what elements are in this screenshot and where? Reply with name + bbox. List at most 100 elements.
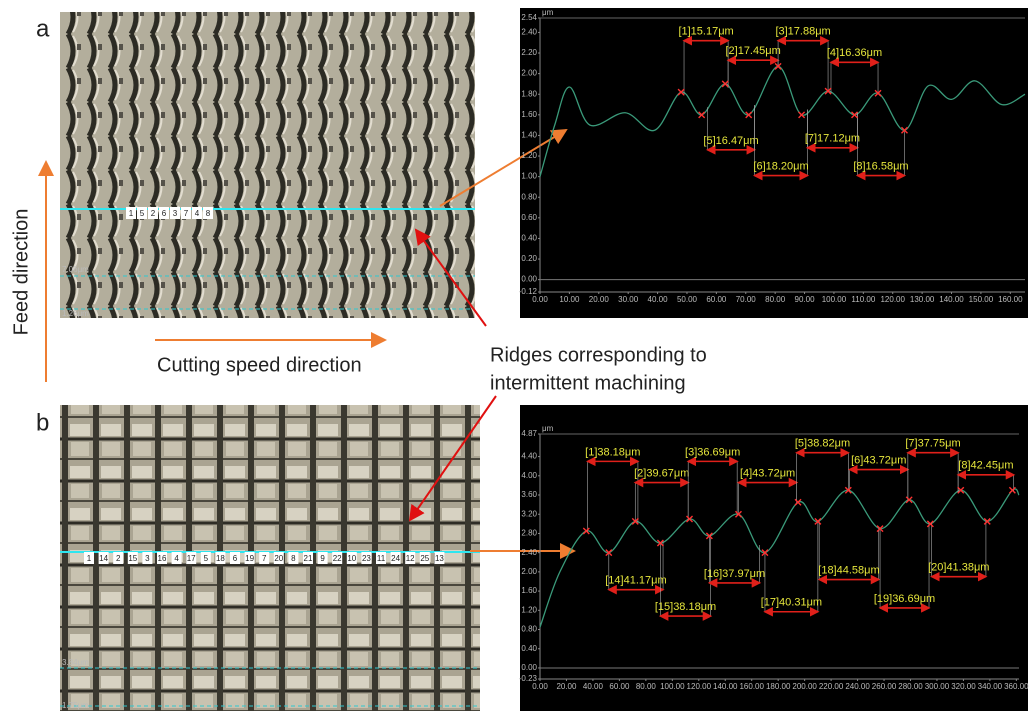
y-tick-label: 1.20: [521, 151, 537, 160]
scale-label: 7.06μm: [62, 265, 89, 274]
y-tick-label: 0.40: [521, 644, 537, 653]
span-label: [4]16.36μm: [827, 47, 882, 59]
x-tick-label: 10.00: [559, 295, 580, 304]
point-label: 10: [347, 554, 356, 563]
point-label: 13: [435, 554, 444, 563]
y-tick-label: 1.80: [521, 89, 537, 98]
y-tick-label: 1.00: [521, 172, 537, 181]
point-label: 2: [116, 554, 121, 563]
point-label: 23: [362, 554, 371, 563]
point-label: 20: [274, 554, 283, 563]
point-label: 8: [206, 209, 211, 218]
point-label: 9: [320, 554, 325, 563]
ridges-note: Ridges corresponding to: [490, 344, 707, 366]
point-label: 6: [233, 554, 238, 563]
y-tick-label: 1.20: [521, 605, 537, 614]
point-label: 14: [99, 554, 108, 563]
x-tick-label: 100.00: [822, 295, 847, 304]
figure: a b Feed direction Cutting speed directi…: [0, 0, 1032, 711]
x-tick-label: 200.00: [792, 682, 817, 691]
x-tick-label: 320.00: [951, 682, 976, 691]
scale-label: 1.26μm: [62, 309, 89, 318]
x-tick-label: 0.00: [532, 295, 548, 304]
y-tick-label: 0.80: [521, 625, 537, 634]
x-tick-label: 140.00: [713, 682, 738, 691]
x-tick-label: 50.00: [677, 295, 698, 304]
span-label: [8]16.58μm: [853, 161, 908, 173]
y-tick-label: 2.54: [521, 13, 537, 22]
y-tick-label: 0.20: [521, 254, 537, 263]
x-tick-label: 100.00: [660, 682, 685, 691]
y-tick-label: 0.40: [521, 234, 537, 243]
x-tick-label: 60.00: [609, 682, 630, 691]
point-label: 5: [140, 209, 145, 218]
y-tick-label: 2.40: [521, 548, 537, 557]
x-tick-label: 80.00: [765, 295, 786, 304]
x-tick-label: 120.00: [687, 682, 712, 691]
span-label: [15]38.18μm: [655, 601, 716, 613]
point-label: 8: [291, 554, 296, 563]
point-label: 16: [158, 554, 167, 563]
y-tick-label: 4.87: [521, 429, 537, 438]
span-label: [2]39.67μm: [634, 467, 689, 479]
y-tick-label: 4.40: [521, 452, 537, 461]
point-label: 5: [204, 554, 209, 563]
x-tick-label: 0.00: [532, 682, 548, 691]
span-label: [16]37.97μm: [704, 568, 765, 580]
x-tick-label: 150.00: [969, 295, 994, 304]
y-tick-label: 1.60: [521, 110, 537, 119]
span-label: [7]37.75μm: [905, 438, 960, 450]
span-label: [18]44.58μm: [818, 564, 879, 576]
x-tick-label: 80.00: [636, 682, 657, 691]
scale-label: 1.75μm: [62, 701, 89, 710]
panel-label: a: [36, 15, 50, 42]
feed-direction: Feed direction: [10, 209, 32, 336]
span-label: [6]43.72μm: [851, 454, 906, 466]
x-tick-label: 140.00: [939, 295, 964, 304]
y-tick-label: 2.00: [521, 567, 537, 576]
x-tick-label: 160.00: [998, 295, 1023, 304]
x-tick-label: 70.00: [736, 295, 757, 304]
span-label: [3]17.88μm: [775, 26, 830, 38]
span-label: [2]17.45μm: [725, 45, 780, 57]
y-tick-label: 2.00: [521, 69, 537, 78]
x-tick-label: 30.00: [618, 295, 639, 304]
x-tick-label: 20.00: [556, 682, 577, 691]
x-tick-label: 240.00: [845, 682, 870, 691]
ridges-note: intermittent machining: [490, 372, 686, 394]
y-tick-label: 0.80: [521, 192, 537, 201]
x-tick-label: 340.00: [978, 682, 1003, 691]
y-tick-label: 0.60: [521, 213, 537, 222]
y-tick-label: 1.60: [521, 586, 537, 595]
x-tick-label: 300.00: [925, 682, 950, 691]
micrograph-a: [60, 12, 475, 318]
span-label: [8]42.45μm: [958, 460, 1013, 472]
x-tick-label: 180.00: [766, 682, 791, 691]
x-tick-label: 60.00: [706, 295, 727, 304]
span-label: [19]36.69μm: [874, 593, 935, 605]
y-tick-label: 2.80: [521, 529, 537, 538]
span-label: [1]38.18μm: [585, 446, 640, 458]
x-tick-label: 20.00: [589, 295, 610, 304]
y-unit: μm: [542, 8, 554, 17]
span-label: [17]40.31μm: [761, 597, 822, 609]
y-tick-label: 0.00: [521, 275, 537, 284]
point-label: 24: [391, 554, 400, 563]
span-label: [4]43.72μm: [740, 467, 795, 479]
point-label: 4: [174, 554, 179, 563]
point-label: 17: [187, 554, 196, 563]
span-label: [3]36.69μm: [685, 446, 740, 458]
span-label: [20]41.38μm: [928, 562, 989, 574]
x-tick-label: 220.00: [819, 682, 844, 691]
y-tick-label: 0.00: [521, 663, 537, 672]
point-label: 15: [128, 554, 137, 563]
point-label: 25: [420, 554, 429, 563]
y-unit: μm: [542, 424, 554, 433]
span-label: [5]16.47μm: [703, 135, 758, 147]
x-tick-label: 130.00: [910, 295, 935, 304]
y-tick-label: 1.40: [521, 131, 537, 140]
x-tick-label: 110.00: [851, 295, 875, 304]
span-label: [6]18.20μm: [753, 161, 808, 173]
point-label: 21: [304, 554, 313, 563]
x-tick-label: 160.00: [739, 682, 764, 691]
